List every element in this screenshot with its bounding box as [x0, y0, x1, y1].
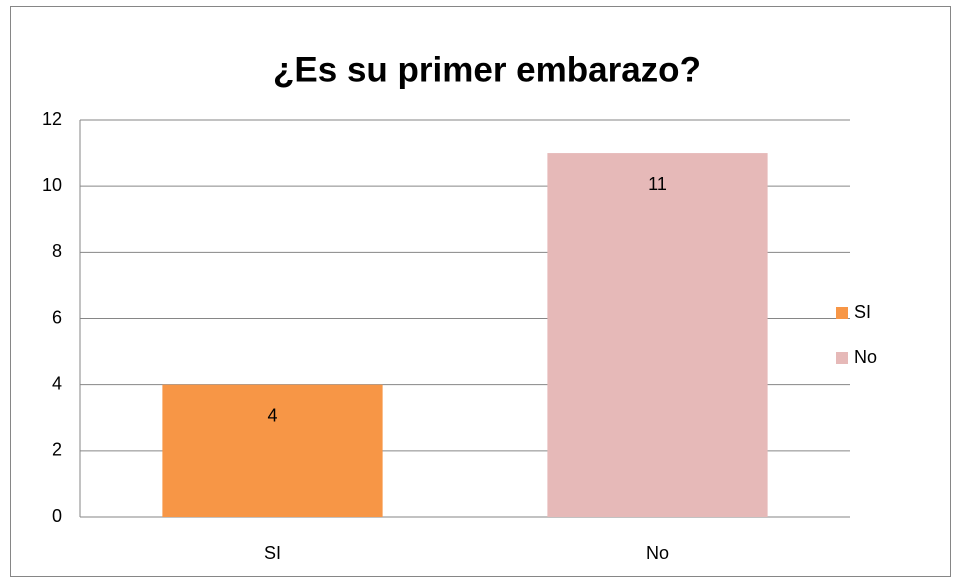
y-tick-label: 0: [52, 506, 62, 526]
legend-swatch: [836, 352, 848, 364]
y-tick-label: 6: [52, 307, 62, 327]
y-tick-label: 2: [52, 440, 62, 460]
y-tick-label: 10: [42, 175, 62, 195]
chart-border: [10, 6, 951, 577]
bar: [547, 153, 768, 518]
data-label: 4: [267, 405, 277, 425]
x-tick-label: No: [646, 543, 669, 563]
legend-label: SI: [854, 302, 871, 322]
x-tick-label: SI: [264, 543, 281, 563]
bar: [162, 384, 383, 517]
data-label: 11: [648, 174, 667, 194]
legend-label: No: [854, 347, 877, 367]
y-tick-label: 8: [52, 241, 62, 261]
chart-title: ¿Es su primer embarazo?: [273, 50, 701, 89]
legend-swatch: [836, 307, 848, 319]
y-tick-label: 4: [52, 373, 62, 393]
y-tick-label: 12: [42, 109, 62, 129]
